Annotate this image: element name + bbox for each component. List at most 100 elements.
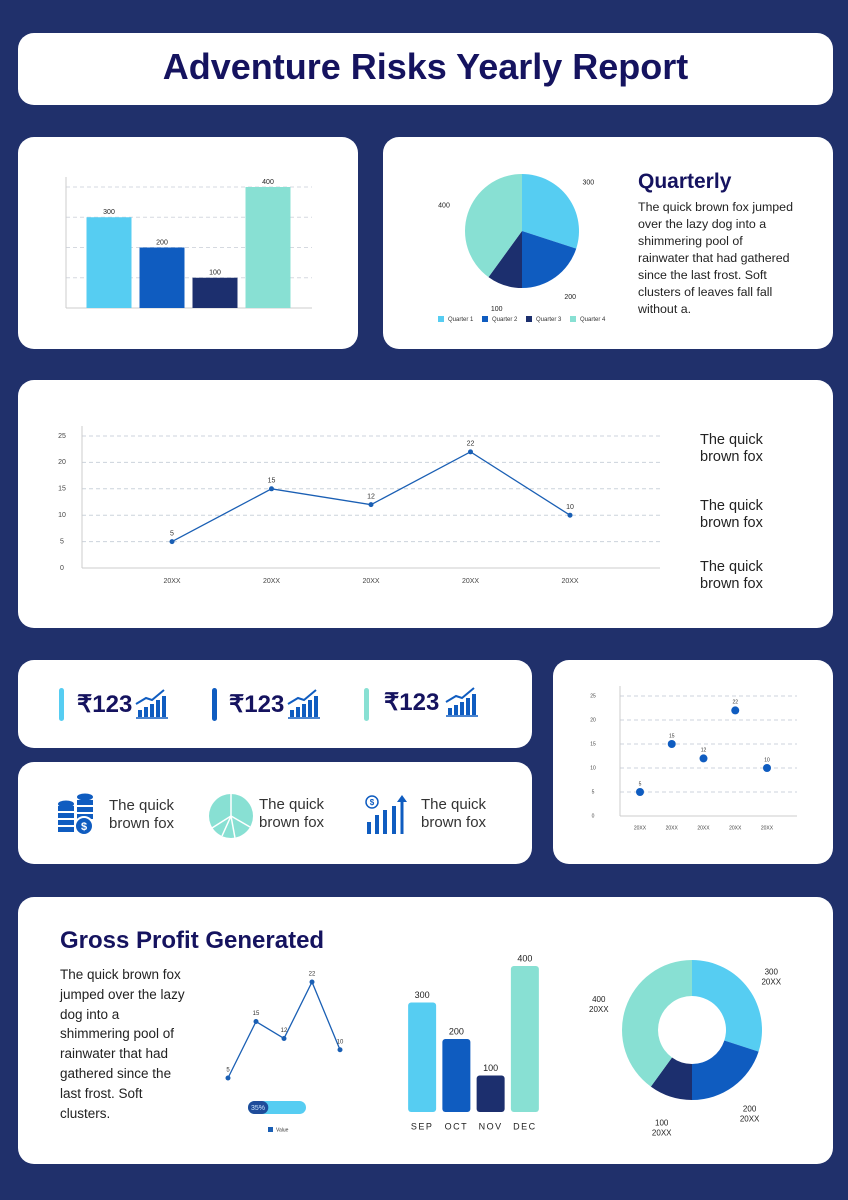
x-tick-label: 20XX xyxy=(263,578,280,585)
pie-icon xyxy=(209,794,253,839)
point xyxy=(468,449,473,455)
point xyxy=(169,539,175,545)
side-note: The quick brown fox xyxy=(700,559,763,592)
y-tick-label: 0 xyxy=(592,813,595,819)
value-label: 100 xyxy=(491,306,503,313)
y-tick-label: 25 xyxy=(590,693,596,699)
point xyxy=(667,740,676,748)
value-label: 100 xyxy=(655,1118,669,1127)
value-label: 12 xyxy=(367,493,375,500)
accent xyxy=(212,688,217,721)
value-label: 12 xyxy=(701,748,707,754)
value-label: 15 xyxy=(268,478,276,485)
value-label: 300 xyxy=(415,990,430,1000)
x-tick-label: 20XX xyxy=(634,825,647,831)
stat: ₹123 xyxy=(229,691,285,718)
pie-slice xyxy=(488,231,522,288)
quarterly-text: The quick brown fox jumped over the lazy… xyxy=(638,200,793,316)
value-label: 200 xyxy=(743,1104,757,1113)
bar xyxy=(86,217,132,308)
coins-icon: $ xyxy=(58,793,94,836)
growth-icon xyxy=(135,687,478,719)
feature-text: The quick brown fox xyxy=(109,797,175,832)
page-title: Adventure Risks Yearly Report xyxy=(162,46,689,87)
point xyxy=(636,788,644,796)
value-label: 300 xyxy=(582,180,594,187)
x-tick-label: SEP xyxy=(411,1121,434,1131)
value-label: 10 xyxy=(566,504,574,511)
profit-text: The quick brown fox jumped over the lazy… xyxy=(60,967,185,1121)
legend-swatch xyxy=(570,316,576,322)
legend-label: Quarter 2 xyxy=(492,317,518,323)
point xyxy=(567,512,573,518)
value-label: 400 xyxy=(592,995,606,1004)
y-tick-label: 10 xyxy=(58,512,66,519)
value-label: 15 xyxy=(669,733,675,739)
x-tick-label: 20XX xyxy=(666,825,679,831)
value-label: 12 xyxy=(281,1028,288,1034)
value-label: 200 xyxy=(564,294,576,301)
stat: ₹123 xyxy=(77,691,133,718)
legend-label: Quarter 3 xyxy=(536,317,562,323)
value-label: 100 xyxy=(483,1063,498,1073)
value-label: 400 xyxy=(517,953,532,963)
bar xyxy=(510,966,539,1112)
value-label: 300 xyxy=(765,968,779,977)
y-tick-label: 0 xyxy=(60,565,64,572)
value-label: 100 xyxy=(209,270,221,277)
side-note: The quick brown fox xyxy=(700,498,763,531)
finance-icon: $ xyxy=(365,795,407,834)
category-label: 20XX xyxy=(740,1114,760,1123)
svg-text:$: $ xyxy=(81,821,87,833)
value-label: 22 xyxy=(732,700,738,706)
legend-label: Value xyxy=(276,1127,289,1133)
legend-label: Quarter 1 xyxy=(448,317,474,323)
line-card xyxy=(18,380,833,628)
value-label: 200 xyxy=(449,1026,464,1036)
legend-swatch xyxy=(268,1127,273,1132)
y-tick-label: 20 xyxy=(590,717,596,723)
progress-label: 35% xyxy=(251,1105,265,1112)
legend-swatch xyxy=(526,316,532,322)
bar xyxy=(442,1039,471,1112)
feature-text: The quick brown fox xyxy=(259,796,325,831)
point xyxy=(699,754,708,763)
point xyxy=(763,764,771,772)
value-label: 5 xyxy=(639,781,642,787)
y-tick-label: 10 xyxy=(590,765,596,771)
x-tick-label: 20XX xyxy=(761,825,774,831)
legend-label: Quarter 4 xyxy=(580,317,606,323)
x-tick-label: 20XX xyxy=(697,825,710,831)
pie-slice xyxy=(650,1057,692,1100)
value-label: 400 xyxy=(438,203,450,210)
pie-slice xyxy=(522,174,579,249)
point xyxy=(309,979,315,985)
value-label: 22 xyxy=(309,972,316,978)
profit-heading: Gross Profit Generated xyxy=(60,927,325,954)
bar xyxy=(245,187,291,308)
y-tick-label: 25 xyxy=(58,433,66,440)
accent xyxy=(59,688,64,721)
category-label: 20XX xyxy=(589,1005,609,1014)
features-card xyxy=(18,762,532,864)
pie-slice xyxy=(621,960,692,1087)
x-tick-label: 20XX xyxy=(729,825,742,831)
value-label: 5 xyxy=(226,1068,230,1074)
y-tick-label: 15 xyxy=(58,486,66,493)
value-label: 5 xyxy=(170,530,174,537)
value-label: 300 xyxy=(103,209,115,216)
bar xyxy=(139,247,185,308)
value-label: 15 xyxy=(253,1011,260,1017)
value-label: 22 xyxy=(467,441,475,448)
y-tick-label: 5 xyxy=(592,789,595,795)
point xyxy=(731,706,740,715)
y-tick-label: 15 xyxy=(590,741,596,747)
accent xyxy=(364,688,369,721)
pie-slice xyxy=(522,231,577,288)
bar xyxy=(476,1075,505,1112)
x-tick-label: NOV xyxy=(479,1121,503,1131)
y-tick-label: 20 xyxy=(58,459,66,466)
legend-swatch xyxy=(482,316,488,322)
